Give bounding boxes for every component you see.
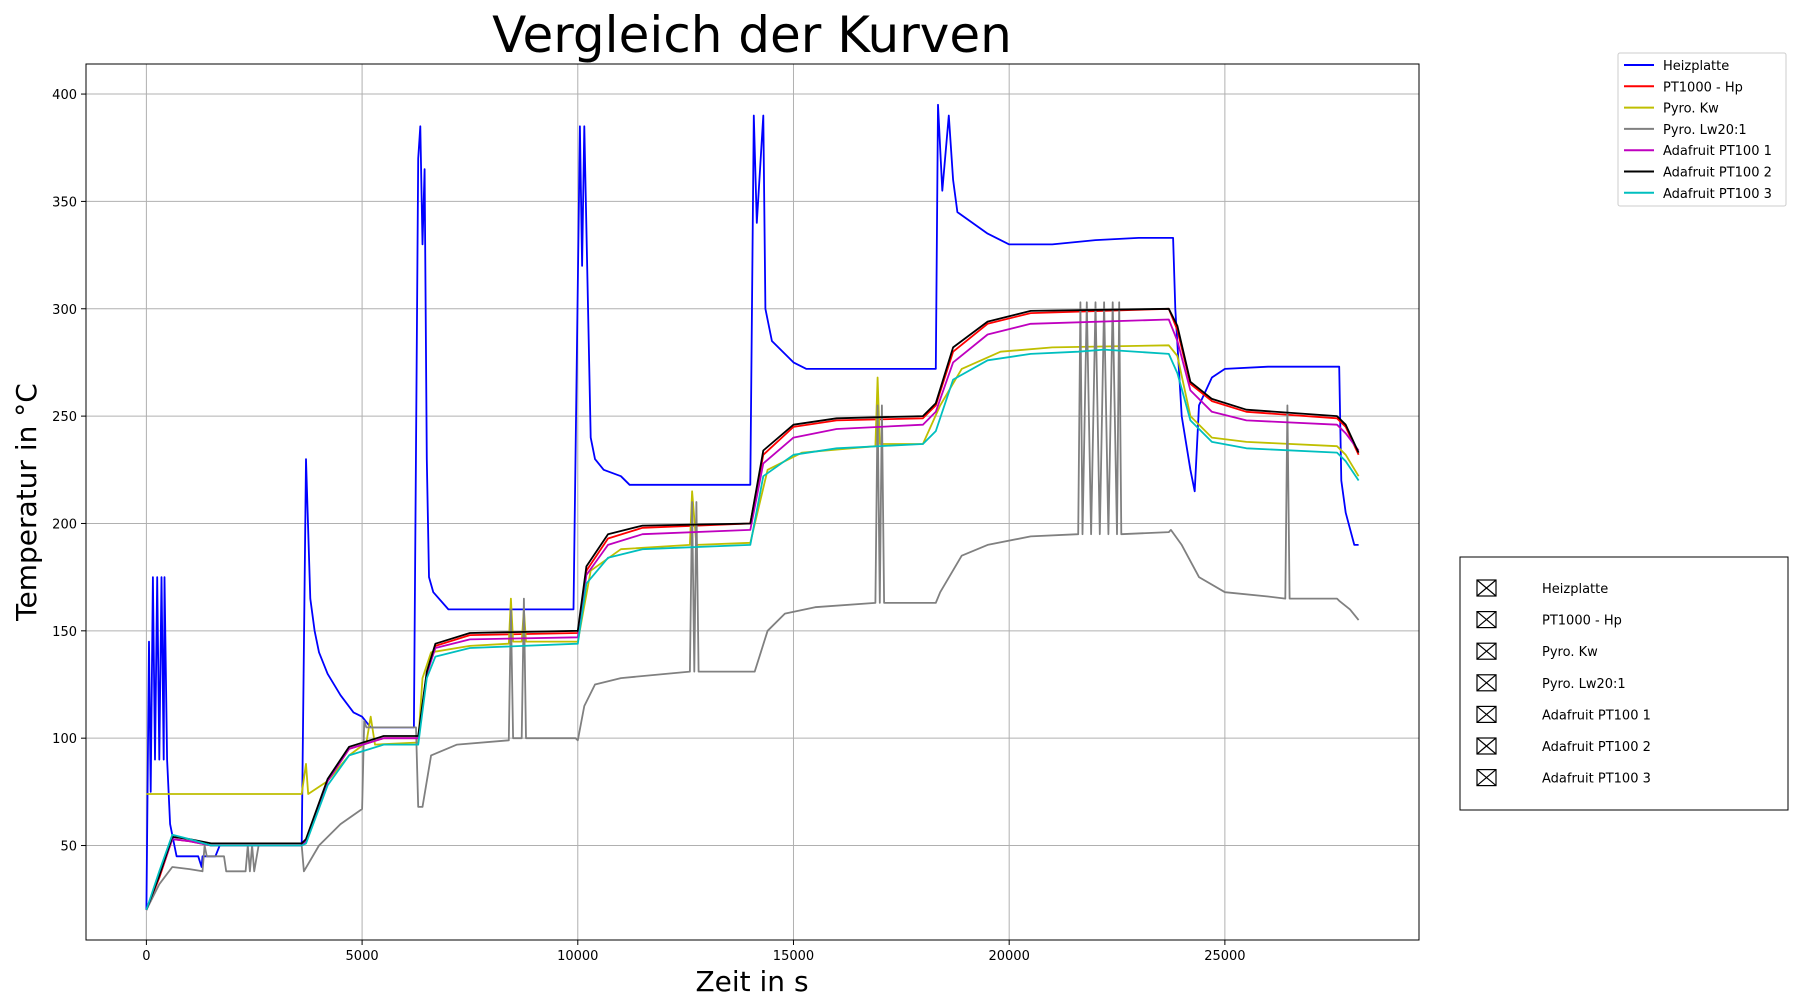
y-axis-ticks: 50 100 150 200 250 300 350 400 (52, 88, 86, 855)
legend-label: Adafruit PT100 3 (1663, 187, 1772, 202)
x-tick-label: 20000 (988, 949, 1029, 964)
x-tick-label: 25000 (1204, 949, 1245, 964)
plot-area (85, 63, 1420, 941)
x-axis-ticks: 0 5000 10000 15000 20000 25000 (142, 940, 1246, 964)
series-line-5 (145, 318, 1360, 911)
visibility-toggle[interactable]: Pyro. Kw (1476, 642, 1598, 660)
x-axis-label: Zeit in s (695, 965, 808, 998)
legend: Heizplatte PT1000 - Hp Pyro. Kw Pyro. Lw20:… (1617, 52, 1787, 207)
legend-label: Adafruit PT100 1 (1663, 144, 1772, 159)
visibility-toggle[interactable]: Pyro. Lw20:1 (1476, 674, 1626, 692)
x-tick-label: 10000 (557, 949, 598, 964)
plot-series (145, 103, 1360, 911)
visibility-toggle[interactable]: Adafruit PT100 1 (1476, 705, 1651, 723)
y-tick-label: 350 (52, 195, 77, 210)
y-tick-label: 50 (60, 840, 77, 855)
series-line-1 (145, 103, 1359, 910)
visibility-toggle[interactable]: Adafruit PT100 3 (1476, 768, 1651, 787)
check-mark (1476, 705, 1497, 723)
chart-title: Vergleich der Kurven (492, 6, 1012, 64)
y-tick-label: 400 (52, 88, 77, 103)
visibility-label: Pyro. Lw20:1 (1542, 677, 1626, 692)
y-tick-label: 100 (52, 732, 77, 747)
check-mark (1476, 737, 1497, 755)
visibility-toggle[interactable]: Heizplatte (1476, 579, 1608, 597)
visibility-label: Pyro. Kw (1542, 645, 1598, 660)
y-tick-label: 200 (52, 517, 77, 532)
check-mark (1476, 611, 1497, 629)
visibility-toggle[interactable]: PT1000 - Hp (1476, 610, 1622, 629)
legend-frame (1617, 52, 1787, 207)
y-tick-label: 300 (52, 303, 77, 318)
check-mark (1476, 674, 1497, 692)
legend-label: PT1000 - Hp (1663, 80, 1743, 95)
legend-label: Adafruit PT100 2 (1663, 166, 1772, 181)
visibility-label: Adafruit PT100 3 (1542, 772, 1651, 787)
check-mark (1476, 579, 1497, 597)
y-tick-label: 150 (52, 625, 77, 640)
series-line-3 (146, 344, 1360, 795)
x-tick-label: 5000 (346, 949, 379, 964)
series-line-2 (145, 307, 1360, 911)
visibility-toggle[interactable]: Adafruit PT100 2 (1476, 737, 1651, 755)
legend-label: Pyro. Kw (1663, 102, 1719, 117)
legend-label: Heizplatte (1663, 59, 1729, 74)
legend-label: Pyro. Lw20:1 (1663, 123, 1747, 138)
y-axis-label: Temperatur in °C (10, 383, 43, 622)
x-tick-label: 15000 (773, 949, 814, 964)
visibility-label: Adafruit PT100 2 (1542, 740, 1651, 755)
visibility-label: PT1000 - Hp (1542, 614, 1622, 629)
series-visibility-panel: Heizplatte PT1000 - Hp Pyro. Kw Pyro. Lw20:… (1459, 556, 1789, 811)
visibility-label: Adafruit PT100 1 (1542, 708, 1651, 723)
y-tick-label: 250 (52, 410, 77, 425)
check-mark (1476, 642, 1497, 660)
check-mark (1476, 769, 1497, 787)
series-line-7 (145, 348, 1360, 911)
visibility-label: Heizplatte (1542, 582, 1608, 597)
x-tick-label: 0 (142, 949, 150, 964)
series-line-6 (145, 307, 1360, 911)
series-line-4 (145, 301, 1360, 911)
visibility-panel-frame (1459, 556, 1789, 811)
